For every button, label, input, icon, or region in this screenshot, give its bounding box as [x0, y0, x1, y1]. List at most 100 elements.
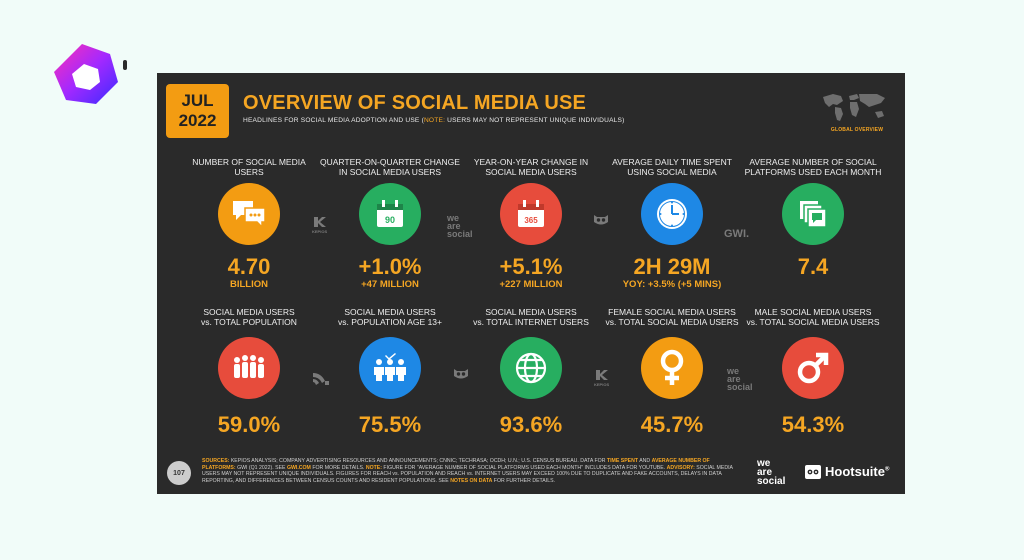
stat-sub: BILLION [230, 279, 268, 290]
stat-value: 75.5% [358, 412, 422, 437]
notes-on-data-link[interactable]: NOTES ON DATA [450, 477, 493, 484]
globe-icon [515, 352, 547, 384]
kepios-logo-2: KEPIOS [594, 369, 609, 387]
slide: JUL 2022 OVERVIEW OF SOCIAL MEDIA USE HE… [157, 73, 905, 494]
stat-value: 2H 29M [633, 254, 711, 279]
we-are-social-logo: we are social [447, 213, 473, 239]
slide-title: OVERVIEW OF SOCIAL MEDIA USE [243, 92, 587, 114]
calendar-number: 90 [385, 215, 395, 225]
sources-text: AND [638, 458, 652, 464]
stat-label: MALE SOCIAL MEDIA USERS vs. TOTAL SOCIAL … [743, 307, 883, 329]
stat-value: 59.0% [217, 412, 281, 437]
logo-word-social: social [757, 476, 786, 487]
stat-label-b: vs. TOTAL POPULATION [201, 317, 297, 327]
stat-vs-internet-users: SOCIAL MEDIA USERS vs. TOTAL INTERNET USE… [461, 307, 601, 437]
icon-circle [782, 337, 844, 399]
stat-female-users: FEMALE SOCIAL MEDIA USERS vs. TOTAL SOCIA… [602, 307, 742, 437]
calendar-icon: 90 [377, 200, 403, 227]
icon-circle: 90 [359, 183, 421, 245]
date-year: 2022 [178, 111, 217, 130]
stat-value: 54.3% [781, 412, 845, 437]
stat-value: +1.0% [358, 254, 422, 279]
male-icon [797, 352, 829, 384]
logo-word-social: social [447, 229, 473, 239]
owl-icon [594, 215, 608, 225]
stat-label-a: SOCIAL MEDIA USERS [344, 307, 436, 317]
date-badge: JUL 2022 [166, 84, 229, 138]
stat-label-b: vs. POPULATION AGE 13+ [337, 317, 442, 327]
logo-word-social: social [727, 382, 753, 392]
icon-circle [641, 183, 703, 245]
people-check-icon [374, 353, 406, 381]
stacked-windows-icon [800, 201, 827, 228]
stat-daily-time: AVERAGE DAILY TIME SPENT USING SOCIAL ME… [602, 157, 742, 291]
subtitle-text: HEADLINES FOR SOCIAL MEDIA ADOPTION AND … [243, 117, 424, 124]
subtitle-note: NOTE: [423, 117, 446, 124]
stat-label: SOCIAL MEDIA USERS vs. TOTAL POPULATION [179, 307, 319, 329]
sources-text: FIGURE FOR "AVERAGE NUMBER OF SOCIAL PLA… [381, 464, 667, 471]
stat-label: QUARTER-ON-QUARTER CHANGE IN SOCIAL MEDI… [320, 157, 460, 177]
hootsuite-owl-logo [593, 214, 609, 227]
stat-label-b: vs. TOTAL INTERNET USERS [473, 317, 589, 327]
logo-word-are: are [727, 374, 741, 384]
icon-circle [782, 183, 844, 245]
stat-male-users: MALE SOCIAL MEDIA USERS vs. TOTAL SOCIAL … [743, 307, 883, 437]
kepios-label: KEPIOS [312, 229, 328, 234]
stat-social-media-users: NUMBER OF SOCIAL MEDIA USERS 4.70 BILLIO… [179, 157, 319, 291]
stat-label: SOCIAL MEDIA USERS vs. TOTAL INTERNET USE… [461, 307, 601, 329]
icon-circle [500, 337, 562, 399]
stat-label-a: FEMALE SOCIAL MEDIA USERS [608, 307, 736, 317]
kepios-icon [313, 217, 326, 227]
stat-sub: +227 MILLION [499, 279, 563, 290]
kepios-icon [595, 370, 608, 380]
stat-sub: +47 MILLION [361, 279, 419, 290]
stat-yoy-change: YEAR-ON-YEAR CHANGE IN SOCIAL MEDIA USER… [461, 157, 601, 291]
logo-word-we: we [447, 213, 460, 223]
sources-text: KEPIOS ANALYSIS; COMPANY ADVERTISING RES… [229, 458, 607, 464]
subtitle-text-2: USERS MAY NOT REPRESENT UNIQUE INDIVIDUA… [445, 117, 625, 124]
stat-sub: YOY: +3.5% (+5 MINS) [622, 279, 722, 290]
owl-icon [454, 369, 468, 379]
kepios-label: KEPIOS [594, 382, 610, 387]
we-are-social-footer-logo: we are social [757, 459, 786, 487]
clock-icon [657, 199, 687, 229]
stat-qoq-change: QUARTER-ON-QUARTER CHANGE IN SOCIAL MEDI… [320, 157, 460, 291]
stat-value: 7.4 [797, 254, 829, 279]
date-month: JUL [181, 91, 214, 110]
stat-value: 45.7% [640, 412, 704, 437]
sources-text: SOCIAL MEDIA USERS MAY NOT REPRESENT UNI… [202, 464, 733, 484]
app-logo[interactable] [52, 42, 122, 108]
highlight-avg-platforms: AVERAGE NUMBER OF PLATFORMS: [202, 458, 710, 471]
registered-mark: ® [884, 466, 890, 473]
stat-label: YEAR-ON-YEAR CHANGE IN SOCIAL MEDIA USER… [473, 157, 589, 177]
icon-circle [218, 183, 280, 245]
stat-label: SOCIAL MEDIA USERS vs. POPULATION AGE 13+ [320, 307, 460, 329]
population-icon [234, 355, 264, 378]
we-are-social-logo-2: we are social [727, 367, 753, 392]
logo-word-are: are [447, 221, 461, 231]
sources-text: GWI (Q1 2022). SEE [235, 464, 287, 471]
page-number: 107 [167, 461, 191, 485]
icon-circle: 365 [500, 183, 562, 245]
logo-accent [123, 60, 127, 70]
stat-label-b: vs. TOTAL SOCIAL MEDIA USERS [605, 317, 739, 327]
sources-text: FOR MORE DETAILS. [310, 464, 366, 471]
sources-text: FOR FURTHER DETAILS. [492, 477, 555, 484]
gwi-link[interactable]: GWI.COM [286, 464, 311, 471]
world-map-icon [819, 91, 889, 123]
note-label: NOTE: [365, 464, 382, 471]
female-icon [660, 349, 684, 385]
hexagon-logo-icon [54, 44, 118, 104]
sources-note: SOURCES: KEPIOS ANALYSIS; COMPANY ADVERT… [202, 458, 742, 484]
hootsuite-owl-logo-2 [453, 368, 469, 381]
stat-platforms: AVERAGE NUMBER OF SOCIAL PLATFORMS USED … [743, 157, 883, 279]
speech-bubbles-icon [233, 201, 266, 229]
highlight-time-spent: TIME SPENT [606, 458, 639, 464]
icon-circle [218, 337, 280, 399]
stat-label-b: vs. TOTAL SOCIAL MEDIA USERS [746, 317, 880, 327]
stat-label: NUMBER OF SOCIAL MEDIA USERS [192, 157, 306, 177]
stat-value: 93.6% [499, 412, 563, 437]
datareportal-icon [313, 373, 329, 385]
stat-vs-total-population: SOCIAL MEDIA USERS vs. TOTAL POPULATION 5… [179, 307, 319, 437]
stat-label-a: SOCIAL MEDIA USERS [203, 307, 295, 317]
